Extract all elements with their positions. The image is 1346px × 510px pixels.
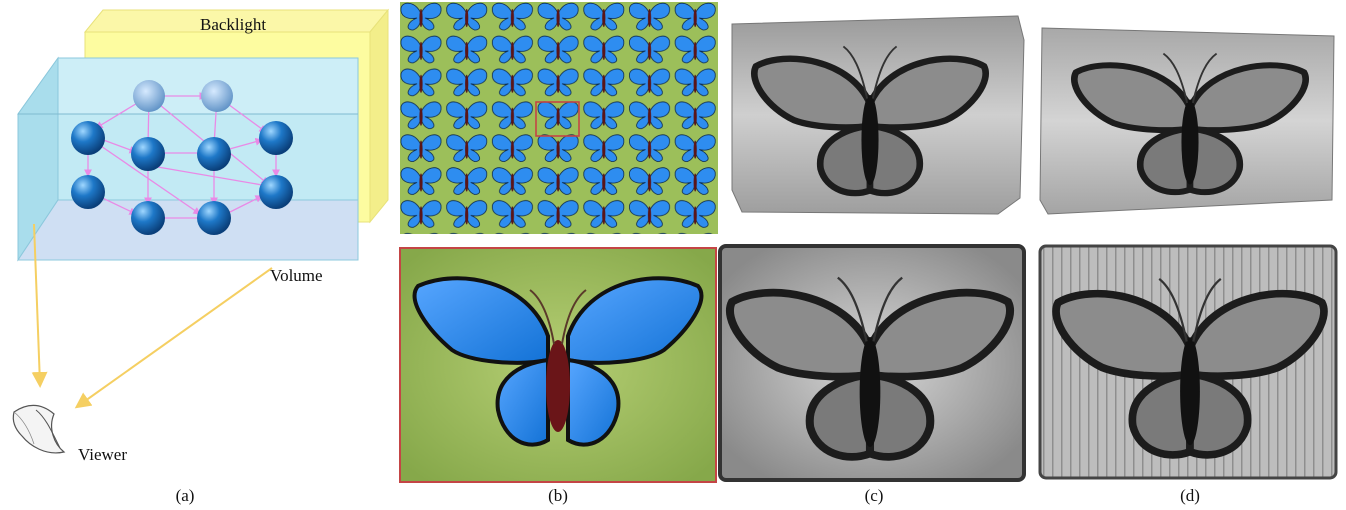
panel-d: (d)	[1034, 0, 1346, 510]
caption-a: (a)	[175, 486, 195, 505]
volume-box	[17, 56, 359, 262]
volume-label: Volume	[270, 266, 323, 285]
volume-diagram	[12, 8, 390, 454]
panel-b: (b)	[398, 0, 718, 510]
view-rays	[31, 223, 273, 409]
sphere-node	[197, 137, 231, 171]
fabricated-prototype-d	[1038, 27, 1338, 480]
sphere-node	[201, 80, 233, 112]
panel-c: (c)	[718, 0, 1030, 510]
enlarged-butterfly	[399, 247, 717, 483]
sphere-node	[197, 201, 231, 235]
panel-a: Backlight Volume Viewer (a)	[0, 0, 390, 510]
sphere-node	[133, 80, 165, 112]
sphere-node	[131, 137, 165, 171]
backlight-label: Backlight	[200, 15, 267, 34]
eye-icon	[12, 404, 66, 454]
butterfly-images	[399, 2, 718, 483]
selected-tile-highlight	[535, 101, 580, 137]
viewer-label: Viewer	[78, 445, 128, 464]
sphere-node	[259, 175, 293, 209]
caption-d: (d)	[1180, 486, 1200, 505]
caption-c: (c)	[864, 486, 884, 505]
sphere-node	[71, 175, 105, 209]
fabricated-prototype-c	[718, 15, 1026, 482]
caption-b: (b)	[548, 486, 568, 505]
sphere-node	[259, 121, 293, 155]
sphere-node	[131, 201, 165, 235]
sphere-node	[71, 121, 105, 155]
butterfly-tile-grid	[400, 2, 718, 234]
sphere-nodes	[71, 80, 293, 235]
